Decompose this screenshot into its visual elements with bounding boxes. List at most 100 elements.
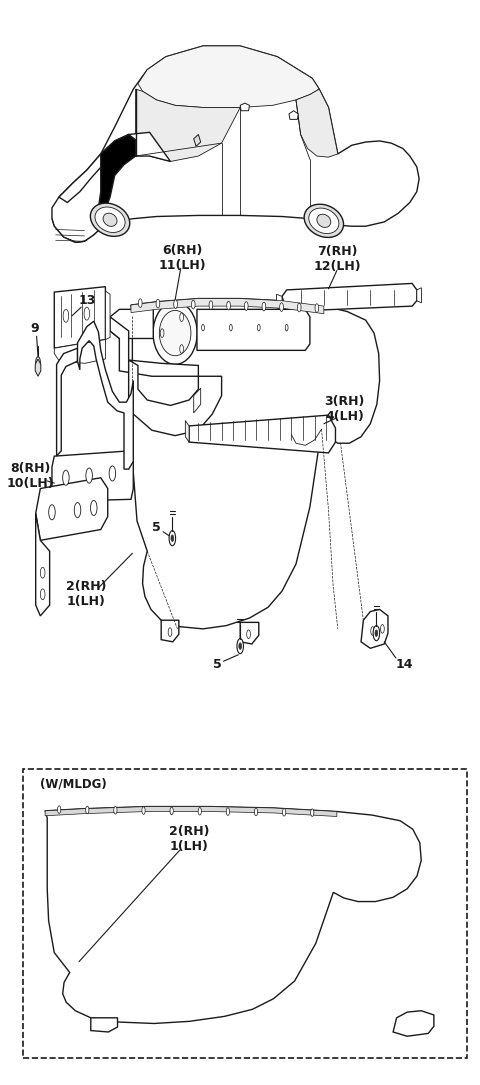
Circle shape	[63, 470, 69, 485]
Polygon shape	[59, 132, 170, 203]
Polygon shape	[36, 477, 108, 540]
Ellipse shape	[304, 204, 344, 238]
Polygon shape	[35, 359, 41, 376]
Circle shape	[171, 535, 174, 541]
Ellipse shape	[153, 302, 197, 365]
Polygon shape	[282, 283, 417, 311]
Circle shape	[283, 808, 286, 816]
Ellipse shape	[95, 207, 125, 232]
Text: 2(RH)
1(LH): 2(RH) 1(LH)	[66, 580, 106, 609]
Circle shape	[84, 307, 90, 320]
Text: 8(RH)
10(LH): 8(RH) 10(LH)	[6, 461, 54, 489]
FancyBboxPatch shape	[23, 769, 467, 1059]
Polygon shape	[417, 288, 421, 303]
Polygon shape	[131, 298, 380, 629]
Circle shape	[142, 807, 145, 815]
Text: 14: 14	[396, 658, 413, 671]
Text: 3(RH)
4(LH): 3(RH) 4(LH)	[324, 395, 365, 423]
Circle shape	[381, 625, 384, 634]
Polygon shape	[129, 360, 222, 436]
Polygon shape	[393, 1011, 434, 1036]
Circle shape	[85, 806, 89, 814]
Circle shape	[40, 567, 45, 578]
Ellipse shape	[317, 214, 331, 228]
Circle shape	[86, 468, 92, 483]
Polygon shape	[240, 623, 259, 644]
Circle shape	[280, 303, 283, 311]
Circle shape	[192, 301, 195, 309]
Circle shape	[169, 531, 176, 546]
Circle shape	[109, 465, 116, 481]
Polygon shape	[289, 111, 298, 119]
Polygon shape	[161, 621, 179, 642]
Polygon shape	[57, 348, 78, 456]
Polygon shape	[54, 340, 106, 363]
Circle shape	[209, 301, 213, 309]
Circle shape	[48, 505, 55, 520]
Polygon shape	[45, 806, 337, 817]
Text: 5: 5	[213, 658, 222, 671]
Polygon shape	[94, 135, 136, 219]
Circle shape	[202, 324, 204, 331]
Polygon shape	[131, 298, 324, 314]
Circle shape	[180, 312, 183, 321]
Circle shape	[254, 808, 258, 816]
Circle shape	[74, 502, 81, 518]
Circle shape	[58, 806, 61, 814]
Ellipse shape	[309, 208, 339, 233]
Circle shape	[198, 807, 202, 815]
Circle shape	[285, 324, 288, 331]
Circle shape	[138, 298, 142, 307]
Circle shape	[229, 324, 232, 331]
Polygon shape	[361, 610, 388, 648]
Polygon shape	[110, 309, 153, 339]
Ellipse shape	[159, 310, 191, 356]
Text: 6(RH)
11(LH): 6(RH) 11(LH)	[158, 243, 206, 271]
Polygon shape	[138, 46, 319, 107]
Polygon shape	[240, 103, 250, 111]
Circle shape	[160, 329, 164, 337]
Polygon shape	[194, 388, 201, 413]
Polygon shape	[91, 1018, 118, 1032]
Polygon shape	[54, 286, 106, 348]
Polygon shape	[136, 89, 240, 162]
Polygon shape	[189, 416, 336, 452]
Circle shape	[170, 807, 173, 815]
Circle shape	[40, 589, 45, 600]
Circle shape	[257, 324, 260, 331]
Polygon shape	[296, 89, 338, 157]
Circle shape	[297, 303, 301, 311]
Circle shape	[315, 304, 319, 312]
Circle shape	[373, 626, 380, 641]
Circle shape	[168, 628, 172, 637]
Circle shape	[174, 299, 178, 308]
Circle shape	[156, 299, 160, 308]
Polygon shape	[197, 309, 310, 350]
Circle shape	[239, 643, 241, 649]
Text: 9: 9	[30, 322, 39, 335]
Polygon shape	[52, 46, 419, 242]
Ellipse shape	[90, 203, 130, 237]
Circle shape	[226, 808, 229, 816]
Text: 2(RH)
1(LH): 2(RH) 1(LH)	[169, 826, 209, 853]
Polygon shape	[194, 135, 201, 146]
Circle shape	[227, 302, 230, 310]
Circle shape	[244, 302, 248, 310]
Circle shape	[114, 806, 117, 814]
Polygon shape	[185, 421, 189, 442]
Circle shape	[375, 630, 378, 637]
Polygon shape	[45, 806, 421, 1023]
Polygon shape	[78, 321, 133, 469]
Circle shape	[247, 630, 251, 639]
Polygon shape	[106, 291, 110, 340]
Polygon shape	[36, 513, 49, 616]
Text: (W/MLDG): (W/MLDG)	[40, 778, 107, 791]
Circle shape	[311, 808, 314, 816]
Circle shape	[63, 309, 69, 322]
Polygon shape	[110, 317, 198, 376]
Circle shape	[180, 345, 183, 354]
Polygon shape	[276, 294, 282, 311]
Text: 5: 5	[153, 521, 161, 534]
Ellipse shape	[103, 213, 117, 227]
Text: 13: 13	[78, 294, 96, 307]
